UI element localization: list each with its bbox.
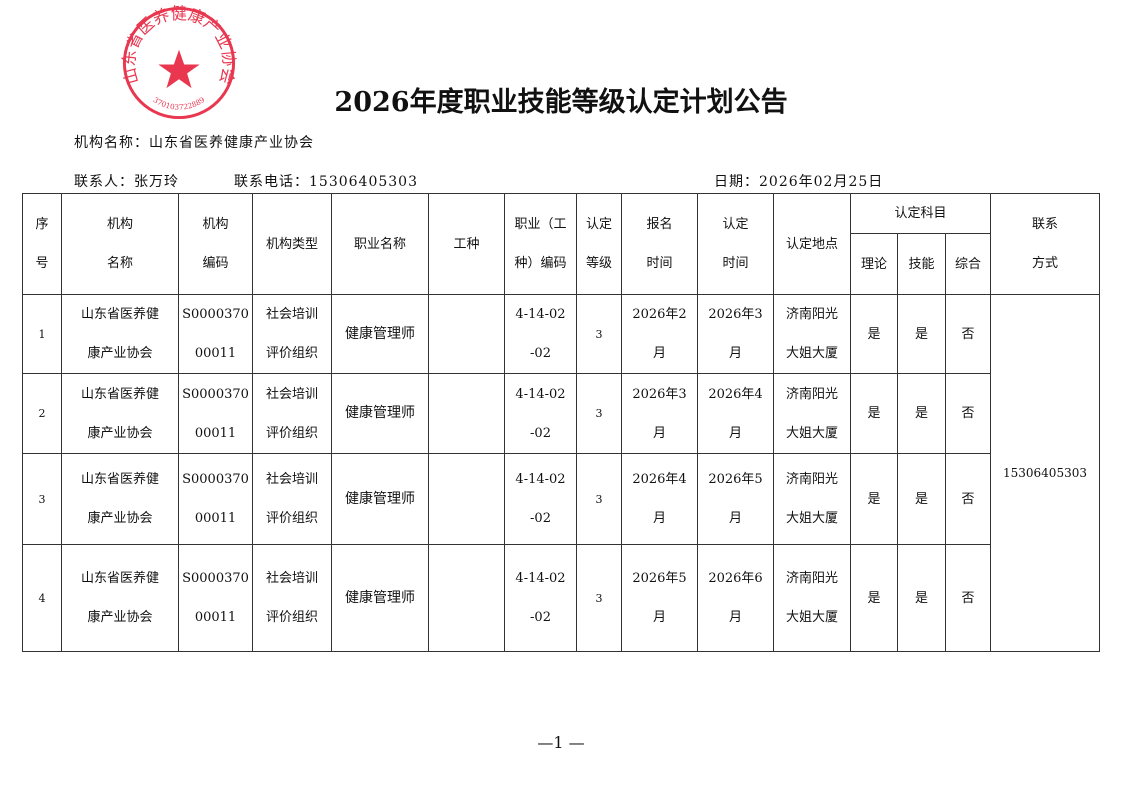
cell-jobcode: 4-14-02 -02 (504, 453, 577, 545)
header-level: 认定 等级 (576, 193, 622, 295)
cell-skill: 是 (897, 453, 946, 545)
cell-type: 社会培训 评价组织 (252, 294, 332, 374)
cell-work (428, 294, 505, 374)
cell-cert: 2026年6 月 (697, 544, 774, 652)
cell-place: 济南阳光 大姐大厦 (773, 373, 851, 454)
table-row: 1 山东省医养健 康产业协会 S0000370 00011 社会培训 评价组织 健康管… (22, 294, 1100, 652)
cell-code: S0000370 00011 (178, 453, 253, 545)
page-title: 2026年度职业技能等级认定计划公告 (334, 87, 788, 118)
cell-general: 否 (945, 294, 991, 374)
cell-jobcode: 4-14-02 -02 (504, 544, 577, 652)
cell-general: 否 (945, 373, 991, 454)
header-row: 序号 机构 名称 机构 编码 机构类型 职业名称 工种 职业（工 种）编码 认定 等级 … (22, 193, 1100, 295)
cell-org: 山东省医养健 康产业协会 (61, 453, 179, 545)
header-signup: 报名 时间 (621, 193, 698, 295)
cell-seq: 1 (22, 294, 62, 374)
phone-line: 联系电话：15306405303 (234, 174, 418, 190)
cell-contact: 15306405303 (990, 294, 1100, 652)
cell-jobcode: 4-14-02 -02 (504, 294, 577, 374)
header-cert: 认定 时间 (697, 193, 774, 295)
cell-skill: 是 (897, 544, 946, 652)
header-code: 机构 编码 (178, 193, 253, 295)
cell-work (428, 373, 505, 454)
header-skill: 技能 (897, 233, 946, 295)
cell-cert: 2026年4 月 (697, 373, 774, 454)
cell-org: 山东省医养健 康产业协会 (61, 294, 179, 374)
cell-cert: 2026年3 月 (697, 294, 774, 374)
table-row: 3 山东省医养健 康产业协会 S0000370 00011 社会培训 评价组织 健康管… (22, 453, 1100, 545)
cell-code: S0000370 00011 (178, 373, 253, 454)
cell-job: 健康管理师 (331, 453, 429, 545)
cell-general: 否 (945, 544, 991, 652)
page-number: —1 — (537, 733, 585, 752)
cell-level: 3 (576, 544, 622, 652)
cell-general: 否 (945, 453, 991, 545)
table-row: 4 山东省医养健 康产业协会 S0000370 00011 社会培训 评价组织 健康管… (22, 544, 1100, 652)
cell-type: 社会培训 评价组织 (252, 544, 332, 652)
header-subjects: 认定科目 (850, 193, 991, 234)
header-org: 机构 名称 (61, 193, 179, 295)
cell-type: 社会培训 评价组织 (252, 453, 332, 545)
cell-theory: 是 (850, 453, 898, 545)
header-place: 认定地点 (773, 193, 851, 295)
table-row: 2 山东省医养健 康产业协会 S0000370 00011 社会培训 评价组织 健康管… (22, 373, 1100, 454)
cell-signup: 2026年2 月 (621, 294, 698, 374)
header-contact: 联系 方式 (990, 193, 1100, 295)
cell-job: 健康管理师 (331, 544, 429, 652)
cell-work (428, 544, 505, 652)
cell-skill: 是 (897, 294, 946, 374)
cell-signup: 2026年5 月 (621, 544, 698, 652)
cell-skill: 是 (897, 373, 946, 454)
cell-place: 济南阳光 大姐大厦 (773, 294, 851, 374)
cell-seq: 3 (22, 453, 62, 545)
header-theory: 理论 (850, 233, 898, 295)
cell-theory: 是 (850, 294, 898, 374)
cell-theory: 是 (850, 544, 898, 652)
cell-place: 济南阳光 大姐大厦 (773, 544, 851, 652)
header-work: 工种 (428, 193, 505, 295)
cell-org: 山东省医养健 康产业协会 (61, 544, 179, 652)
header-jobcode: 职业（工 种）编码 (504, 193, 577, 295)
plan-table: 序号 机构 名称 机构 编码 机构类型 职业名称 工种 职业（工 种）编码 认定 等级 … (22, 193, 1100, 652)
cell-signup: 2026年4 月 (621, 453, 698, 545)
cell-job: 健康管理师 (331, 373, 429, 454)
cell-work (428, 453, 505, 545)
cell-signup: 2026年3 月 (621, 373, 698, 454)
header-seq: 序号 (22, 193, 62, 295)
contact-person-line: 联系人：张万玲 (74, 174, 179, 190)
svg-text:山东省医养健康产业协会: 山东省医养健康产业协会 (120, 4, 238, 86)
cell-job: 健康管理师 (331, 294, 429, 374)
cell-theory: 是 (850, 373, 898, 454)
cell-type: 社会培训 评价组织 (252, 373, 332, 454)
header-job: 职业名称 (331, 193, 429, 295)
cell-jobcode: 4-14-02 -02 (504, 373, 577, 454)
cell-org: 山东省医养健 康产业协会 (61, 373, 179, 454)
cell-seq: 4 (22, 544, 62, 652)
cell-cert: 2026年5 月 (697, 453, 774, 545)
header-subrow: 理论 技能 综合 (23, 233, 1100, 295)
cell-level: 3 (576, 373, 622, 454)
cell-place: 济南阳光 大姐大厦 (773, 453, 851, 545)
cell-code: S0000370 00011 (178, 544, 253, 652)
header-general: 综合 (945, 233, 991, 295)
org-name-line: 机构名称：山东省医养健康产业协会 (74, 135, 314, 151)
cell-level: 3 (576, 294, 622, 374)
date-line: 日期：2026年02月25日 (714, 174, 884, 190)
header-type: 机构类型 (252, 193, 332, 295)
cell-seq: 2 (22, 373, 62, 454)
cell-code: S0000370 00011 (178, 294, 253, 374)
cell-level: 3 (576, 453, 622, 545)
